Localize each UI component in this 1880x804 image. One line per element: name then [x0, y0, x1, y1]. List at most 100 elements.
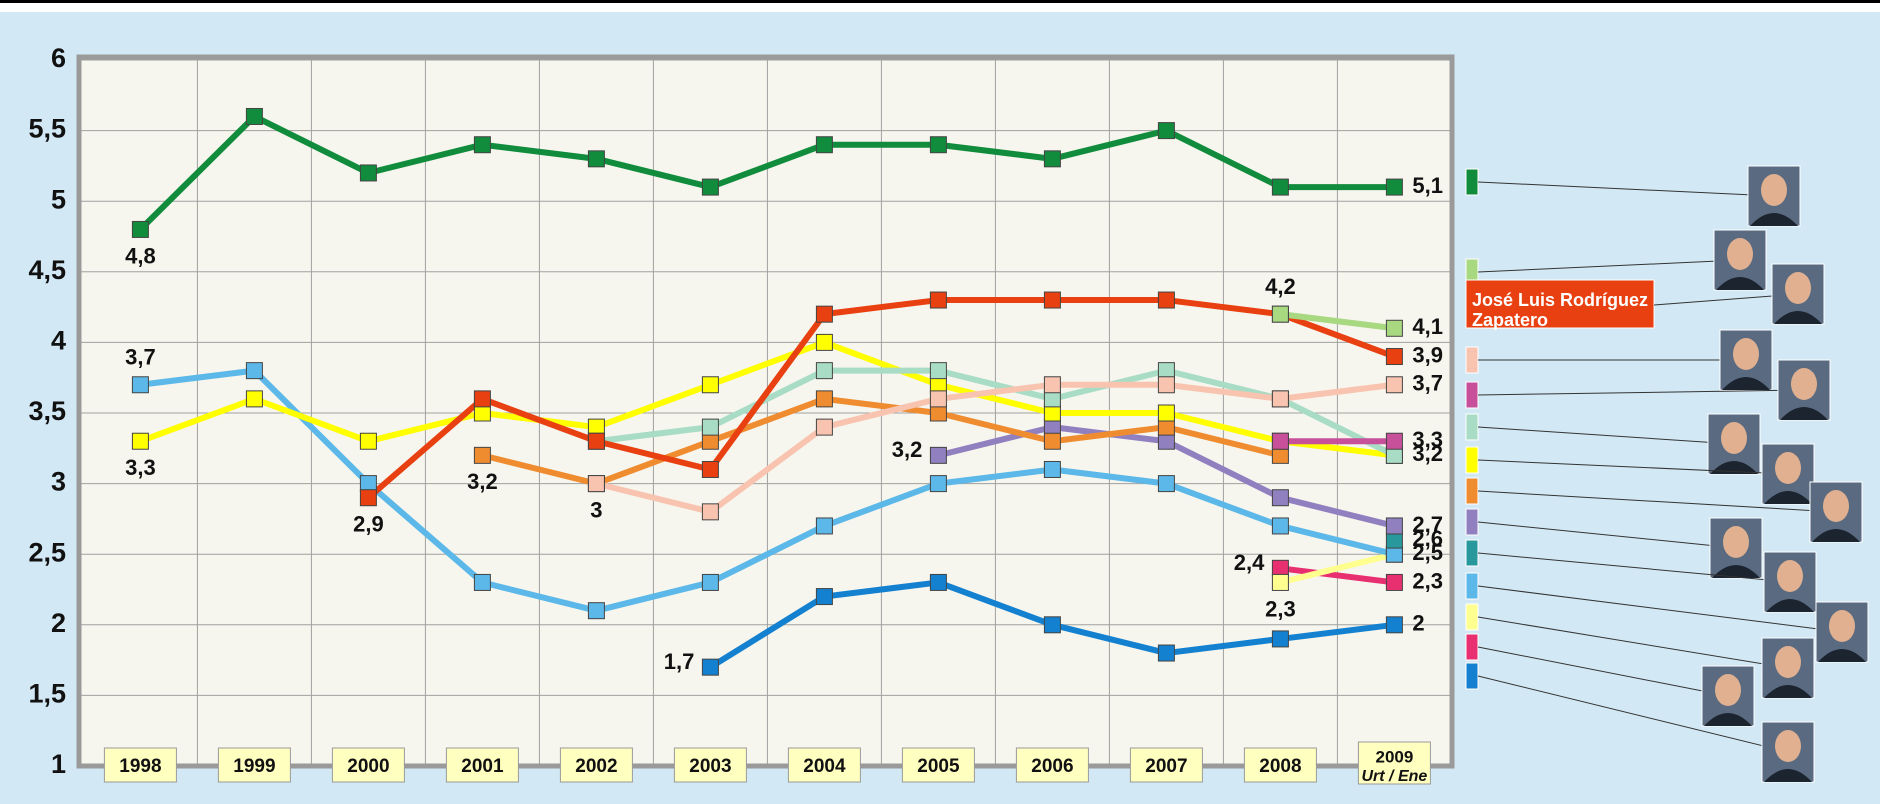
legend-item: [1465, 572, 1869, 663]
x-tick-box: [673, 747, 747, 783]
legend-item: [1465, 329, 1773, 391]
legend-leader: [1477, 616, 1789, 669]
y-tick-label: 4: [51, 326, 66, 356]
legend-swatch: [1465, 168, 1479, 196]
marker: [131, 376, 149, 394]
x-tick-box: [559, 747, 633, 783]
series-line: [139, 339, 1395, 459]
legend-leader: [1477, 426, 1735, 445]
marker: [1043, 404, 1061, 422]
legend-swatch: [1465, 477, 1479, 505]
marker: [1043, 376, 1061, 394]
marker: [815, 362, 833, 380]
portrait-face: [1715, 674, 1741, 706]
marker: [1157, 362, 1175, 380]
marker: [1271, 432, 1289, 450]
marker: [131, 432, 149, 450]
data-label: 3,7: [1412, 371, 1443, 396]
portrait-body: [1780, 407, 1828, 420]
marker: [815, 136, 833, 154]
legend-swatch: [1465, 633, 1479, 661]
marker: [1271, 305, 1289, 323]
legend-item: [1465, 165, 1801, 227]
y-tick-label: 2: [51, 608, 66, 638]
marker: [1157, 418, 1175, 436]
marker: [1157, 291, 1175, 309]
data-label: 2,3: [1412, 568, 1443, 593]
marker: [473, 573, 491, 591]
marker: [1385, 616, 1403, 634]
portrait-face: [1775, 730, 1801, 762]
marker: [1157, 404, 1175, 422]
x-tick-label: 2008: [1259, 756, 1301, 777]
marker: [1043, 432, 1061, 450]
marker: [1157, 644, 1175, 662]
y-tick-label: 3: [51, 467, 66, 497]
y-tick-label: 5,5: [28, 114, 66, 144]
data-label: 2,4: [1234, 550, 1265, 575]
marker: [587, 418, 605, 436]
data-label: 3,3: [125, 455, 156, 480]
legend-swatch: [1465, 346, 1479, 374]
legend-leader: [1477, 646, 1729, 697]
marker: [473, 404, 491, 422]
marker: [359, 475, 377, 493]
marker: [473, 390, 491, 408]
portrait-body: [1712, 565, 1760, 578]
marker: [1043, 616, 1061, 634]
marker: [815, 517, 833, 535]
data-label: 3: [590, 497, 602, 522]
legend-leader: [1477, 521, 1737, 549]
portrait-body: [1722, 377, 1770, 390]
series-line: [481, 395, 1282, 487]
marker: [929, 404, 947, 422]
marker: [359, 164, 377, 182]
series-line: [140, 367, 1396, 614]
portrait-face: [1791, 368, 1817, 400]
marker: [245, 390, 263, 408]
legend-swatch: [1465, 279, 1655, 329]
data-label: 3,2: [892, 437, 923, 462]
marker: [1157, 122, 1175, 140]
x-tick-label: 2001: [461, 756, 504, 777]
data-label: 3,3: [1412, 427, 1443, 452]
data-label: 3,9: [1412, 342, 1443, 367]
marker: [701, 503, 719, 521]
marker: [1385, 545, 1403, 563]
legend-leader: [1477, 459, 1789, 475]
legend-leader: [1477, 490, 1837, 513]
marker: [929, 573, 947, 591]
portrait-body: [1812, 529, 1860, 542]
portrait-face: [1785, 272, 1811, 304]
data-label: 1,7: [664, 649, 695, 674]
marker: [1043, 390, 1061, 408]
portrait-face: [1775, 646, 1801, 678]
legend-leader: [1477, 585, 1843, 633]
y-tick-label: 4,5: [28, 255, 66, 285]
marker: [359, 489, 377, 507]
marker: [1271, 446, 1289, 464]
x-tick-label: 2006: [1031, 756, 1073, 777]
marker: [473, 136, 491, 154]
portrait-face: [1761, 174, 1787, 206]
x-tick-box: [103, 747, 177, 783]
marker: [929, 390, 947, 408]
marker: [587, 150, 605, 168]
legend-leader: [1477, 389, 1805, 396]
legend-swatch: [1465, 572, 1479, 600]
x-tick-box: [445, 747, 519, 783]
marker: [1385, 573, 1403, 591]
series-line: [1280, 311, 1395, 332]
marker: [1271, 559, 1289, 577]
legend-item: [1465, 603, 1815, 699]
plot-border: [76, 54, 1455, 769]
x-tick-box: [901, 747, 975, 783]
legend-label-line: Zapatero: [1472, 310, 1548, 330]
marker: [1385, 178, 1403, 196]
portrait-body: [1704, 713, 1752, 726]
legend-leader: [1477, 259, 1741, 273]
x-tick-box: [1243, 747, 1317, 783]
x-tick-box: [1357, 741, 1431, 785]
portrait-face: [1823, 490, 1849, 522]
x-tick-box: [787, 747, 861, 783]
